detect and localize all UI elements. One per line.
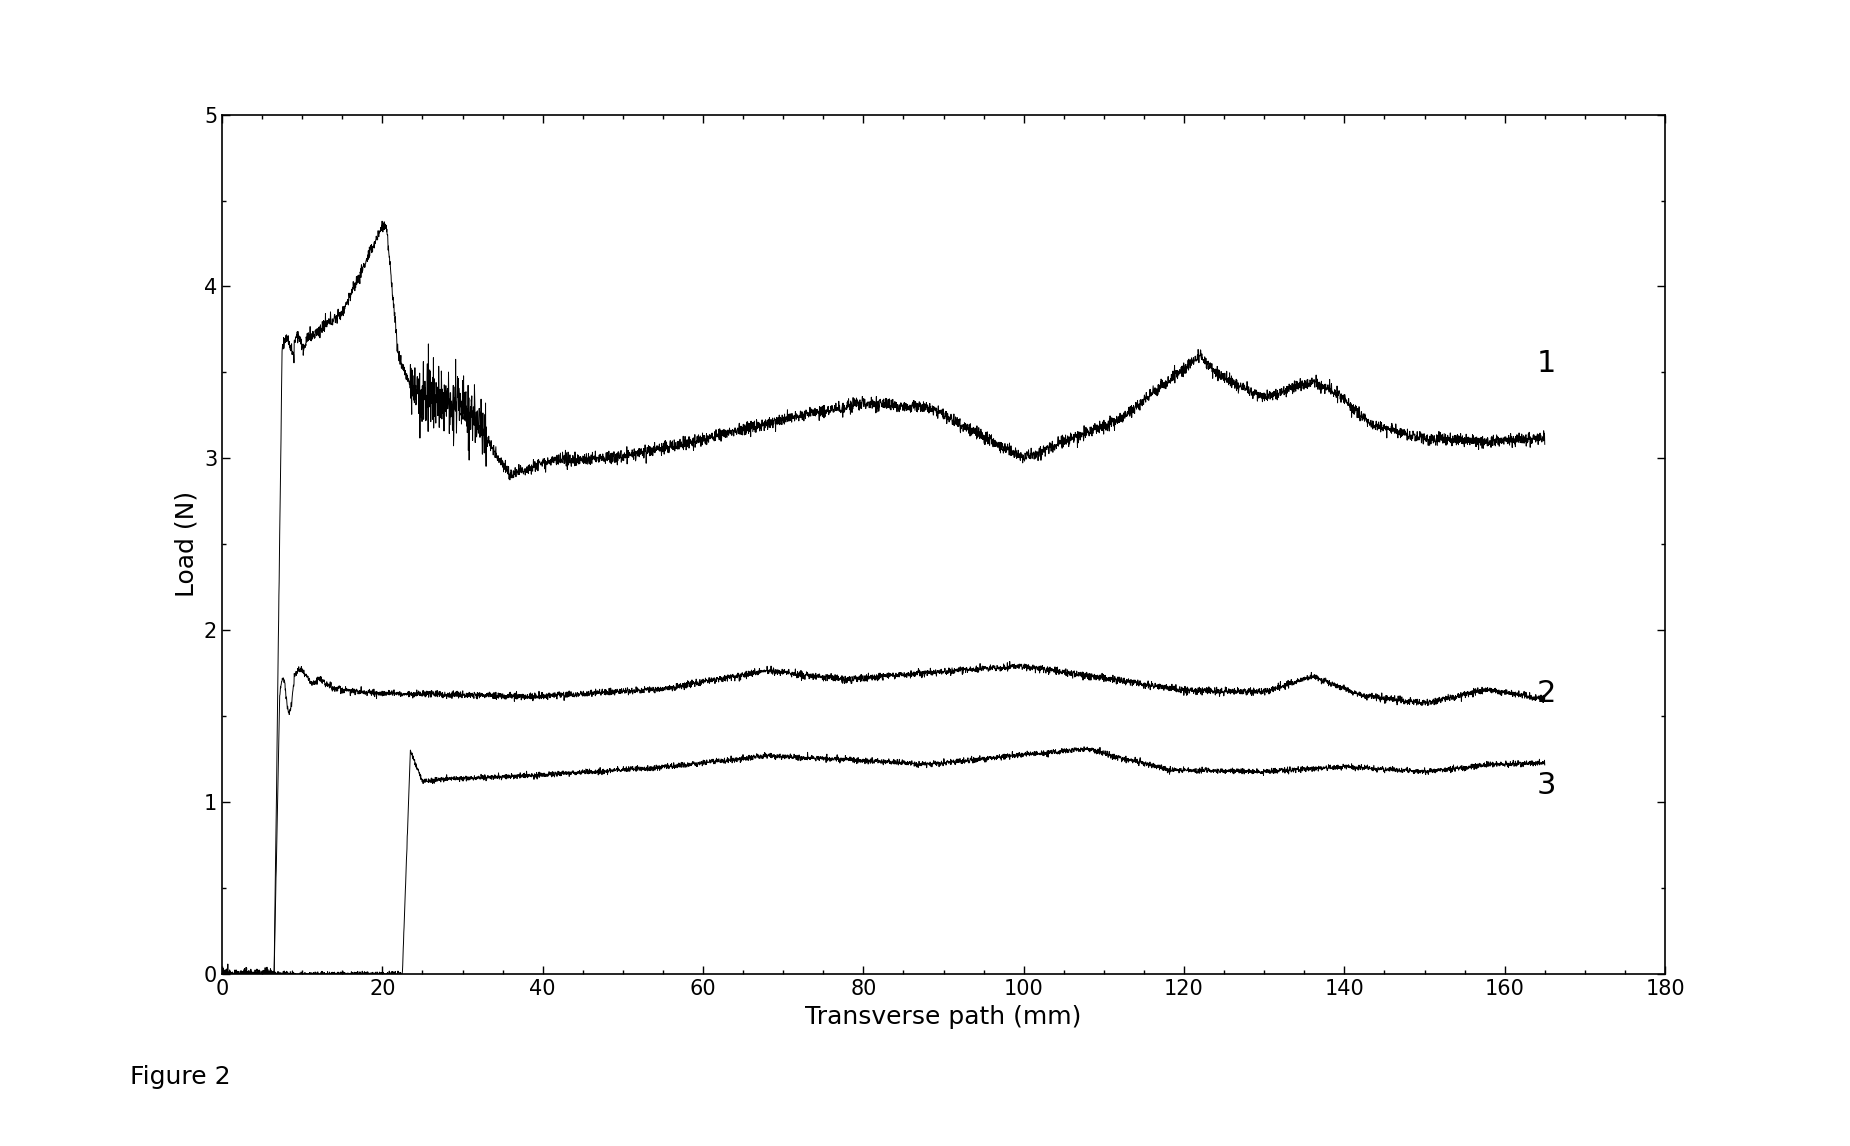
Y-axis label: Load (N): Load (N) — [174, 492, 198, 597]
Text: Figure 2: Figure 2 — [130, 1065, 229, 1089]
Text: 2: 2 — [1537, 680, 1556, 708]
Text: 1: 1 — [1537, 350, 1556, 378]
Text: 3: 3 — [1537, 770, 1556, 800]
X-axis label: Transverse path (mm): Transverse path (mm) — [805, 1005, 1082, 1028]
